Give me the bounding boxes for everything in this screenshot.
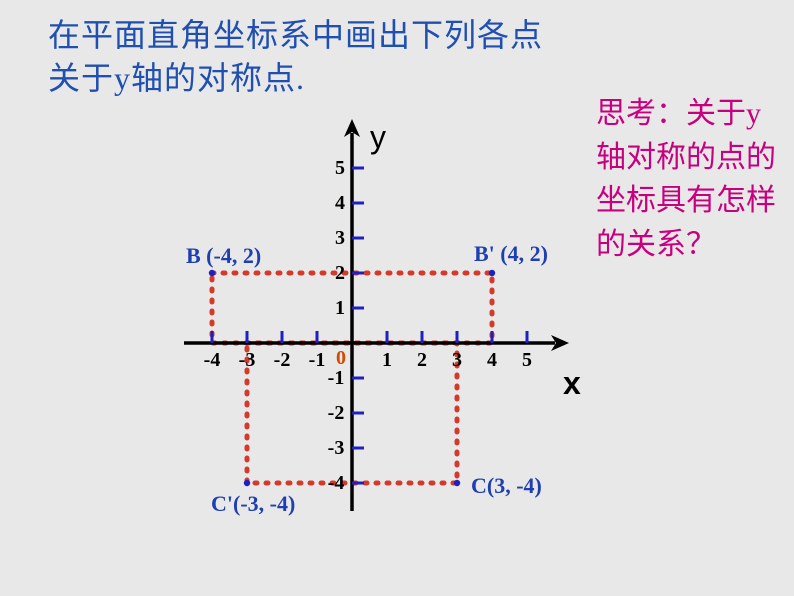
plot-svg bbox=[120, 115, 600, 575]
point-b-label: B (-4, 2) bbox=[186, 243, 261, 269]
tick-y: -3 bbox=[322, 437, 350, 460]
tick-x: 1 bbox=[375, 349, 399, 372]
tick-y: 5 bbox=[330, 157, 350, 180]
title-line-2: 关于y轴的对称点. bbox=[48, 60, 305, 96]
think-prompt: 思考：关于y轴对称的点的坐标具有怎样的关系？ bbox=[596, 92, 776, 266]
point-c-label: C(3, -4) bbox=[471, 473, 542, 499]
page-title: 在平面直角坐标系中画出下列各点 关于y轴的对称点. bbox=[48, 14, 543, 100]
tick-x: 3 bbox=[445, 349, 469, 372]
tick-y: -1 bbox=[322, 367, 350, 390]
tick-y: 4 bbox=[330, 192, 350, 215]
tick-x: 4 bbox=[480, 349, 504, 372]
title-line-1: 在平面直角坐标系中画出下列各点 bbox=[48, 17, 543, 53]
tick-y: 2 bbox=[330, 262, 350, 285]
tick-x: -3 bbox=[235, 349, 259, 372]
point-bp-label: B' (4, 2) bbox=[474, 241, 548, 267]
tick-y: -4 bbox=[322, 472, 350, 495]
tick-x: -2 bbox=[270, 349, 294, 372]
tick-x: 5 bbox=[515, 349, 539, 372]
tick-y: 3 bbox=[330, 227, 350, 250]
tick-y: -2 bbox=[322, 402, 350, 425]
tick-x: -4 bbox=[200, 349, 224, 372]
axis-y-label: y bbox=[370, 119, 386, 156]
tick-y: 1 bbox=[330, 297, 350, 320]
axis-x-label: x bbox=[563, 365, 581, 402]
tick-x: 2 bbox=[410, 349, 434, 372]
point-cp-label: C'(-3, -4) bbox=[211, 491, 295, 517]
coordinate-plot: B (-4, 2) B' (4, 2) C(3, -4) C'(-3, -4) … bbox=[120, 115, 600, 575]
